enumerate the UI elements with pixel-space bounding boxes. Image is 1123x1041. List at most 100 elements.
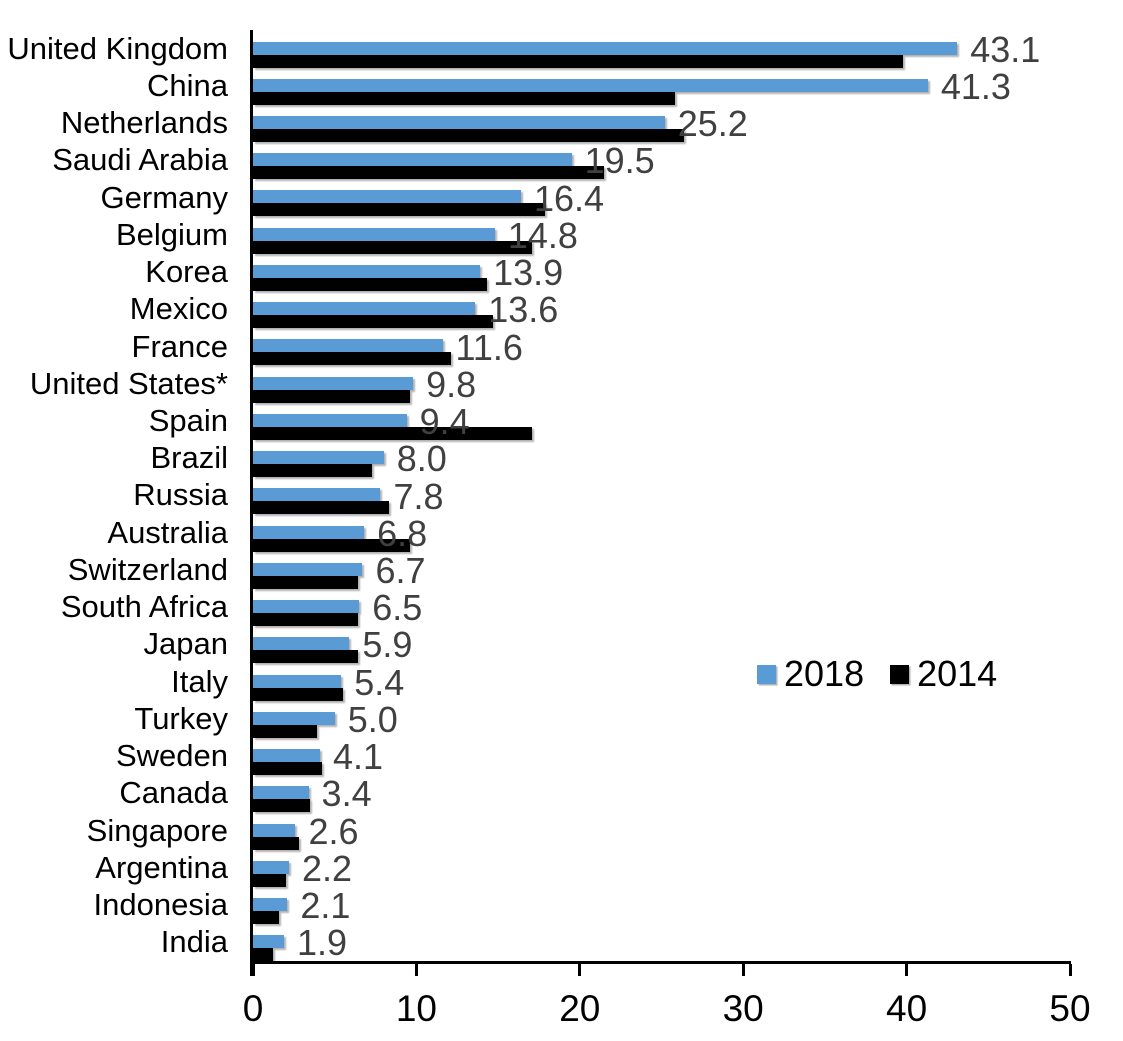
category-label: Saudi Arabia [52, 142, 228, 178]
bar-2018 [253, 749, 320, 763]
bar-2018 [253, 227, 495, 241]
category-label: Netherlands [60, 105, 228, 141]
category-label: Australia [107, 514, 228, 550]
value-label: 14.8 [507, 214, 578, 256]
category-label: Korea [145, 254, 228, 290]
bar-2018 [253, 339, 443, 353]
category-label: Russia [133, 477, 228, 513]
bar-2014 [253, 873, 286, 887]
category-label: Belgium [116, 216, 228, 252]
x-axis-tick [251, 964, 255, 976]
x-axis-tick [414, 964, 418, 976]
bar-2014 [253, 575, 358, 589]
category-label: Sweden [115, 738, 228, 774]
bar-2014 [253, 650, 358, 664]
category-label: Singapore [86, 812, 228, 848]
x-axis-tick-label: 10 [395, 988, 437, 1029]
bar-2018 [253, 898, 288, 912]
value-label: 16.4 [533, 177, 605, 219]
category-label: Mexico [129, 291, 228, 327]
category-label: Argentina [95, 849, 228, 885]
legend-label-2014: 2014 [917, 653, 998, 694]
bar-2018 [253, 562, 363, 576]
x-axis-tick-label: 0 [242, 988, 264, 1029]
category-label: Italy [171, 663, 228, 699]
value-label: 13.6 [488, 289, 559, 331]
value-label: 8.0 [396, 438, 447, 480]
x-axis-tick-label: 40 [886, 988, 928, 1029]
category-label: France [131, 328, 228, 364]
value-label: 5.4 [354, 661, 405, 703]
bar-2014 [253, 91, 675, 105]
bar-2018 [253, 302, 476, 316]
bar-2018 [253, 376, 414, 390]
x-axis-tick [578, 964, 582, 976]
category-label: Switzerland [67, 551, 228, 587]
bar-2018 [253, 190, 521, 204]
value-label: 6.8 [377, 512, 428, 554]
bar-2018 [253, 264, 481, 278]
category-label: South Africa [60, 589, 228, 625]
value-label: 41.3 [940, 65, 1011, 107]
bar-2014 [253, 538, 410, 552]
y-axis-line [250, 30, 253, 976]
bar-2018 [253, 823, 296, 837]
category-label: Indonesia [93, 887, 228, 923]
bar-2014 [253, 54, 904, 68]
category-label: Canada [119, 775, 228, 811]
value-label: 7.8 [393, 475, 444, 517]
value-label: 6.7 [375, 549, 426, 591]
category-label: Spain [148, 403, 228, 438]
bar-2018 [253, 115, 665, 129]
value-label: 4.1 [332, 736, 384, 778]
bar-2018 [253, 78, 928, 92]
value-label: 43.1 [970, 28, 1041, 70]
bar-2018 [253, 786, 309, 800]
bar-2014 [253, 687, 343, 701]
bar-2014 [253, 128, 685, 142]
category-label: Turkey [134, 700, 228, 736]
category-label: China [147, 67, 228, 103]
bar-2018 [253, 451, 384, 465]
legend-item-2018: 2018 [757, 656, 864, 692]
value-label: 1.9 [297, 922, 348, 964]
bar-2018 [253, 674, 342, 688]
legend-label-2018: 2018 [784, 653, 865, 694]
value-label: 3.4 [321, 773, 372, 815]
bar-2014 [253, 352, 451, 366]
bar-2018 [253, 488, 381, 502]
x-axis-tick-label: 50 [1049, 988, 1091, 1029]
category-label: United States* [29, 365, 228, 401]
legend-swatch-2018 [757, 664, 776, 684]
bar-2018 [253, 600, 360, 614]
value-label: 5.9 [362, 624, 413, 666]
value-label: 9.4 [419, 401, 470, 443]
bar-2014 [253, 277, 487, 291]
bar-2014 [253, 166, 605, 180]
value-label: 9.8 [426, 363, 477, 405]
x-axis-tick [741, 964, 745, 976]
category-label: United Kingdom [7, 30, 228, 66]
value-label: 2.1 [300, 885, 351, 927]
bar-2018 [253, 41, 958, 55]
value-label: 6.5 [372, 587, 423, 629]
value-label: 13.9 [493, 252, 564, 294]
bar-2018 [253, 525, 365, 539]
x-axis-line [250, 961, 1071, 964]
category-label: Brazil [150, 440, 228, 476]
value-label: 19.5 [584, 140, 655, 182]
bar-2014 [253, 799, 311, 813]
bar-2018 [253, 935, 285, 949]
x-axis-tick-label: 30 [722, 988, 764, 1029]
bar-2014 [253, 426, 533, 440]
bar-2018 [253, 637, 350, 651]
bar-2014 [253, 315, 494, 329]
x-axis-tick-label: 20 [559, 988, 601, 1029]
legend-item-2014: 2014 [890, 656, 997, 692]
bar-2014 [253, 762, 322, 776]
x-axis-tick [905, 964, 909, 976]
bar-2018 [253, 711, 335, 725]
category-label: India [160, 924, 228, 960]
bar-2018 [253, 413, 407, 427]
